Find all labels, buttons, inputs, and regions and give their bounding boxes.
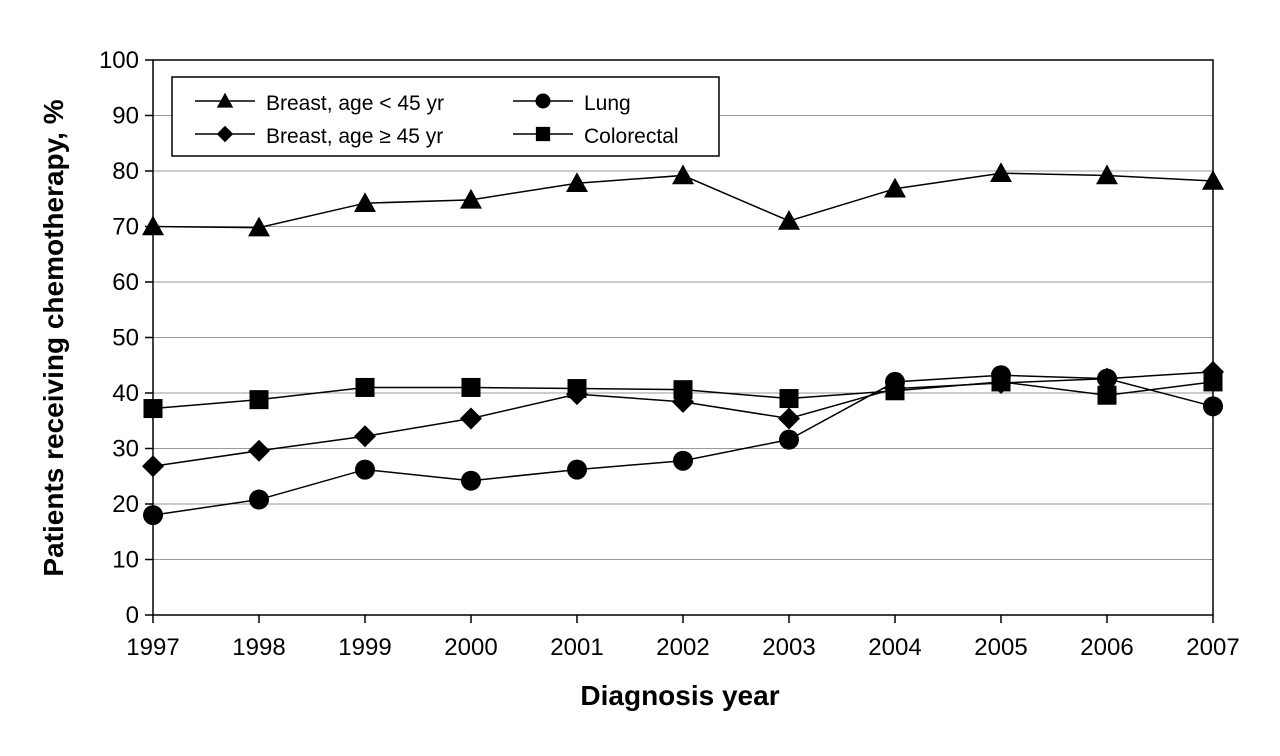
x-tick-label: 2001 bbox=[550, 634, 603, 661]
data-point-triangle bbox=[354, 192, 376, 212]
data-point-triangle bbox=[566, 172, 588, 193]
y-axis: 0 10 20 30 40 50 60 70 80 90 100 bbox=[99, 47, 153, 629]
x-tick-label: 2007 bbox=[1186, 634, 1239, 661]
y-tick-label: 40 bbox=[112, 380, 139, 407]
y-tick-label: 90 bbox=[112, 103, 139, 130]
data-point-triangle bbox=[460, 188, 482, 209]
data-point-circle bbox=[461, 470, 481, 491]
legend-marker-square bbox=[535, 126, 551, 142]
x-tick-label: 2002 bbox=[656, 634, 709, 661]
series-circle bbox=[143, 365, 1223, 526]
data-point-triangle bbox=[778, 209, 800, 230]
series-square bbox=[143, 372, 1223, 419]
data-point-circle bbox=[249, 489, 269, 510]
x-tick-label: 1998 bbox=[232, 634, 285, 661]
y-tick-label: 30 bbox=[112, 436, 139, 463]
y-tick-label: 50 bbox=[112, 325, 139, 352]
series-group bbox=[142, 162, 1224, 526]
legend-label: Colorectal bbox=[584, 125, 679, 148]
data-point-square bbox=[355, 377, 375, 397]
data-point-square bbox=[1097, 385, 1117, 405]
data-point-diamond bbox=[248, 439, 270, 462]
x-tick-label: 2004 bbox=[868, 634, 921, 661]
data-point-circle bbox=[673, 450, 693, 471]
data-point-circle bbox=[1203, 396, 1223, 417]
data-point-square bbox=[567, 379, 587, 399]
x-tick-label: 2005 bbox=[974, 634, 1027, 661]
data-point-triangle bbox=[884, 177, 906, 198]
x-tick-label: 1997 bbox=[126, 634, 179, 661]
data-point-square bbox=[461, 377, 481, 397]
y-tick-label: 10 bbox=[112, 547, 139, 574]
legend: Breast, age < 45 yr Breast, age ≥ 45 yr Lu… bbox=[171, 76, 720, 157]
data-point-square bbox=[991, 372, 1011, 392]
data-point-diamond bbox=[142, 455, 164, 478]
legend-marker-diamond bbox=[216, 125, 234, 143]
data-point-square bbox=[249, 390, 269, 410]
data-point-square bbox=[673, 380, 693, 400]
data-point-triangle bbox=[1096, 164, 1118, 185]
x-tick-label: 2000 bbox=[444, 634, 497, 661]
data-point-square bbox=[1203, 372, 1223, 392]
y-tick-label: 60 bbox=[112, 269, 139, 296]
data-point-triangle bbox=[248, 216, 270, 237]
y-tick-label: 70 bbox=[112, 214, 139, 241]
y-tick-label: 80 bbox=[112, 158, 139, 185]
data-point-diamond bbox=[354, 425, 376, 448]
x-tick-label: 2003 bbox=[762, 634, 815, 661]
data-point-triangle bbox=[1202, 169, 1224, 190]
data-point-square bbox=[143, 399, 163, 419]
series-triangle bbox=[142, 162, 1224, 237]
data-point-circle bbox=[143, 505, 163, 526]
legend-marker-triangle bbox=[216, 92, 234, 108]
y-tick-label: 0 bbox=[126, 602, 139, 629]
legend-label: Breast, age < 45 yr bbox=[266, 92, 444, 115]
y-tick-label: 20 bbox=[112, 491, 139, 518]
data-point-circle bbox=[1097, 368, 1117, 389]
legend-box bbox=[171, 76, 720, 157]
x-tick-label: 2006 bbox=[1080, 634, 1133, 661]
legend-label: Breast, age ≥ 45 yr bbox=[266, 125, 443, 148]
data-point-triangle bbox=[142, 215, 164, 236]
x-axis-title: Diagnosis year bbox=[580, 680, 779, 711]
data-point-circle bbox=[355, 459, 375, 480]
data-point-triangle bbox=[990, 162, 1012, 183]
data-point-square bbox=[885, 381, 905, 401]
data-point-diamond bbox=[460, 407, 482, 430]
x-axis: 1997 1998 1999 2000 2001 2002 2003 2004 2005 2006… bbox=[126, 615, 1240, 661]
data-point-square bbox=[779, 389, 799, 409]
legend-marker-circle bbox=[535, 93, 551, 109]
legend-label: Lung bbox=[584, 92, 631, 115]
data-point-diamond bbox=[778, 407, 800, 430]
y-axis-title: Patients receiving chemotherapy, % bbox=[38, 99, 69, 576]
data-point-triangle bbox=[672, 164, 694, 185]
y-tick-label: 100 bbox=[99, 47, 139, 74]
x-tick-label: 1999 bbox=[338, 634, 391, 661]
data-point-circle bbox=[567, 459, 587, 480]
data-point-circle bbox=[779, 429, 799, 450]
